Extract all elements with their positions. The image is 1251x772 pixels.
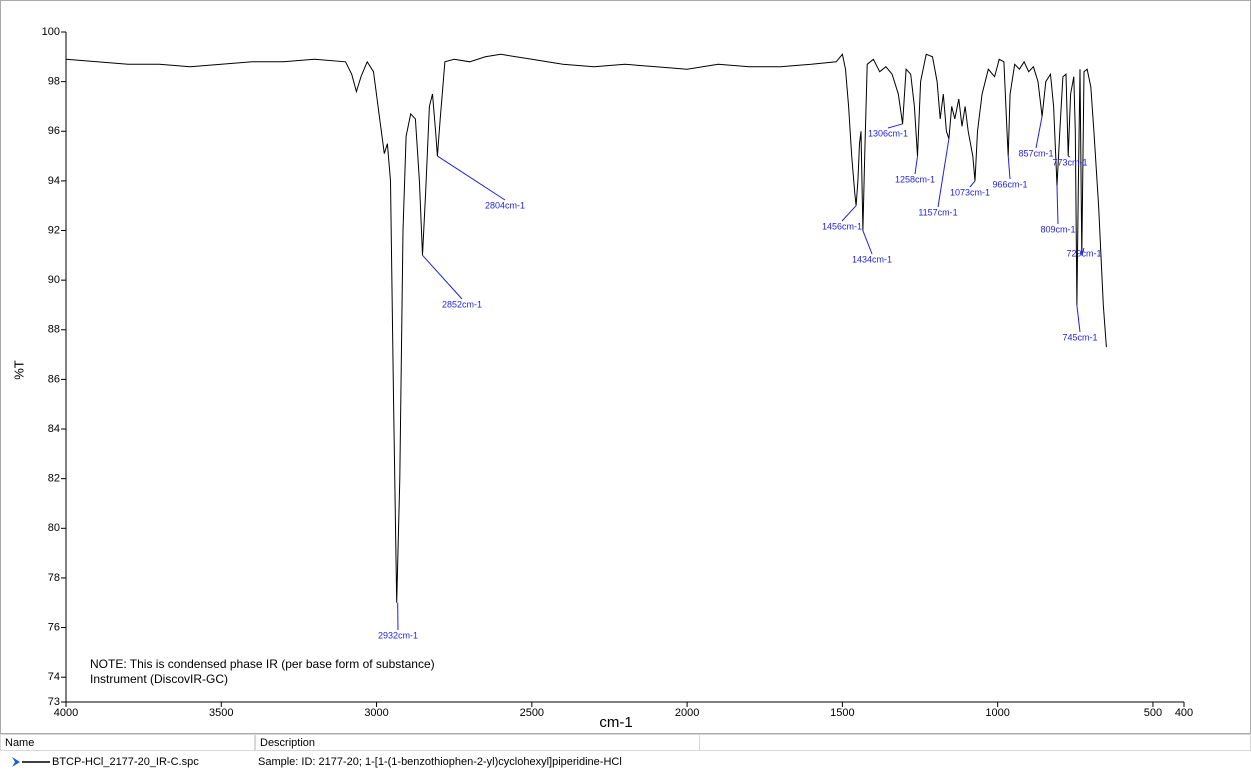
annotation-leader [437, 155, 506, 201]
annotation-label: 2804cm-1 [485, 200, 525, 210]
annotation-label: 1306cm-1 [868, 128, 908, 138]
y-tick-label: 84 [48, 423, 60, 435]
y-tick-label: 90 [48, 274, 60, 286]
annotation-label: 729cm-1 [1066, 248, 1101, 258]
legend-table: Name Description BTCP-HCl_2177-20_IR-C.s… [0, 734, 1251, 772]
y-axis-label: %T [11, 360, 26, 380]
y-tick-label: 98 [48, 76, 60, 88]
x-tick-label: 3500 [209, 707, 233, 719]
y-tick-label: 80 [48, 522, 60, 534]
annotation-label: 966cm-1 [992, 179, 1027, 189]
y-tick-label: 94 [48, 175, 60, 187]
annotation-label: 1258cm-1 [895, 174, 935, 184]
y-tick-label: 88 [48, 324, 60, 336]
x-tick-label: 1000 [985, 707, 1009, 719]
y-tick-label: 82 [48, 473, 60, 485]
annotation-leader [887, 123, 903, 129]
x-tick-label: 4000 [54, 707, 78, 719]
x-tick-label: 2000 [675, 707, 699, 719]
legend-name[interactable]: BTCP-HCl_2177-20_IR-C.spc [52, 756, 199, 768]
column-header[interactable]: Description [255, 734, 700, 751]
frame [0, 0, 1251, 734]
y-tick-label: 96 [48, 125, 60, 137]
annotation-label: 1456cm-1 [822, 221, 862, 231]
note: NOTE: This is condensed phase IR (per ba… [90, 657, 435, 671]
chart: cm-1 %T NOTE: This is condensed phase IR… [0, 0, 1251, 734]
x-tick-label: 500 [1144, 707, 1162, 719]
annotation-label: 1157cm-1 [918, 207, 957, 217]
annotation-leader [914, 156, 919, 175]
x-tick-label: 1500 [830, 707, 854, 719]
annotation-label: 857cm-1 [1018, 148, 1053, 158]
annotation-label: 745cm-1 [1062, 332, 1097, 342]
annotation-label: 2852cm-1 [442, 299, 482, 309]
x-tick-label: 2500 [520, 707, 544, 719]
x-axis-label: cm-1 [599, 714, 632, 731]
y-tick-label: 100 [42, 26, 60, 38]
y-tick-label: 74 [48, 671, 60, 683]
description: Sample: ID: 2177-20; 1-[1-(1-benzothioph… [258, 756, 622, 768]
annotation-leader [1067, 155, 1071, 158]
legend-swatch [12, 757, 50, 767]
x-tick-label: 3000 [364, 707, 388, 719]
annotation-leader [937, 138, 950, 208]
y-tick-label: 76 [48, 621, 60, 633]
annotation-leader [1056, 185, 1059, 225]
column-header-blank [700, 734, 1251, 751]
annotation-label: 1434cm-1 [852, 254, 892, 264]
annotation-leader [969, 180, 976, 188]
row-marker [12, 757, 20, 767]
annotation-leader [1035, 116, 1043, 149]
y-tick-label: 78 [48, 572, 60, 584]
annotation-leader [1076, 304, 1081, 333]
annotation-label: 809cm-1 [1040, 224, 1075, 234]
annotation-leader [1007, 156, 1011, 180]
y-tick-label: 86 [48, 373, 60, 385]
annotation-label: 2932cm-1 [378, 630, 418, 640]
x-tick-label: 400 [1175, 707, 1193, 719]
annotation-label: 773cm-1 [1052, 157, 1087, 167]
annotation-leader [862, 230, 873, 255]
annotation-leader [1081, 247, 1085, 256]
y-tick-label: 73 [48, 696, 60, 708]
annotation-label: 1073cm-1 [950, 187, 990, 197]
note: Instrument (DiscovIR-GC) [90, 672, 228, 686]
column-header[interactable]: Name [0, 734, 255, 751]
annotation-leader [841, 205, 857, 222]
spectrum-line [65, 53, 1107, 603]
annotation-leader [422, 254, 463, 300]
y-tick-label: 92 [48, 224, 60, 236]
